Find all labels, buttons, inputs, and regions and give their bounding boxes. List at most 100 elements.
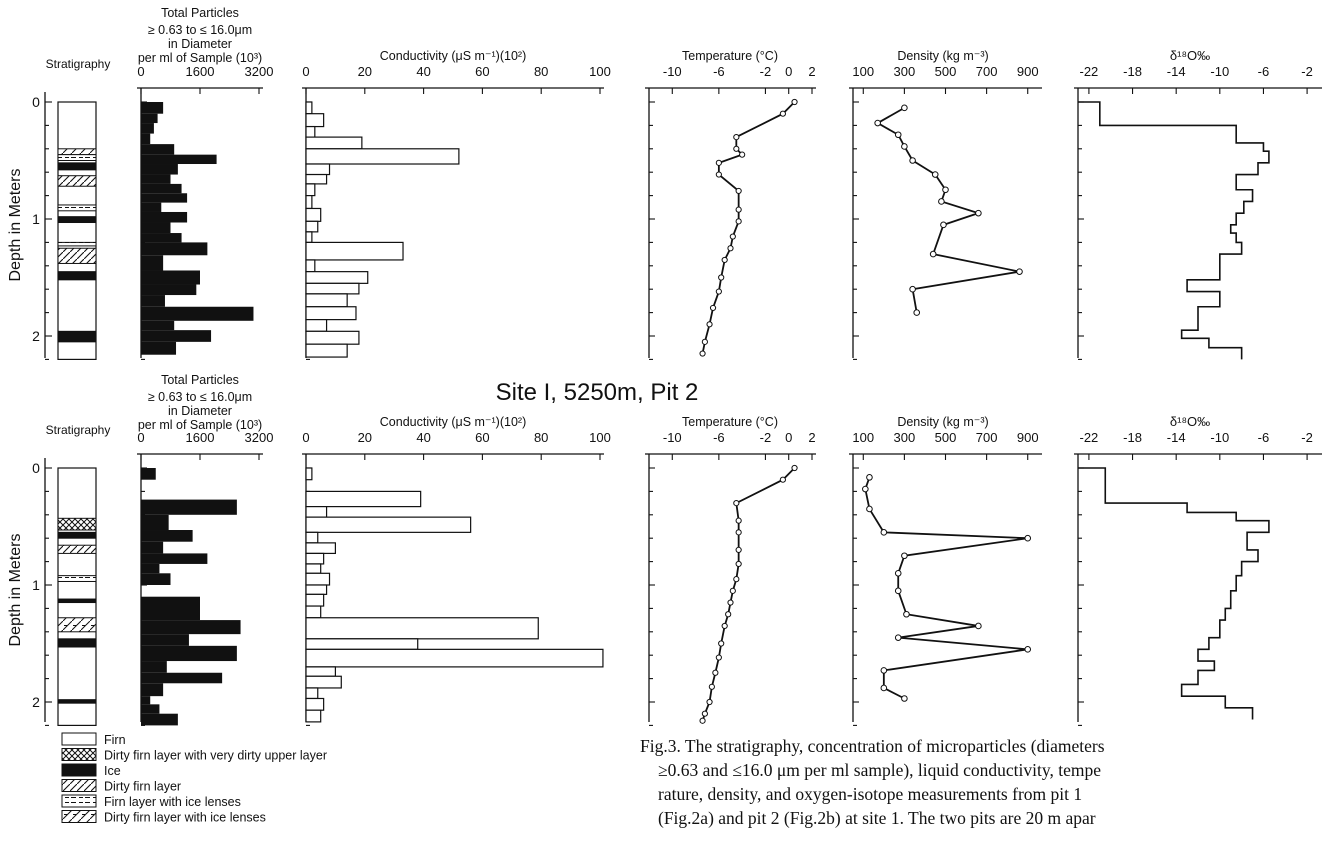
particles-bar	[141, 341, 177, 355]
temperature-point	[725, 611, 732, 618]
conductivity-bar	[305, 220, 319, 233]
temperature-point	[709, 304, 717, 312]
conductivity-title: Conductivity (μS m⁻¹)(10²)	[380, 49, 526, 63]
conductivity-bar	[305, 531, 319, 544]
density-title: Density (kg m⁻³)	[897, 49, 988, 63]
particles-bar	[141, 330, 212, 342]
stratigraphy-column: Stratigraphy	[46, 423, 110, 726]
stratigraphy-layer-ice	[57, 638, 97, 648]
particles-bar	[141, 242, 208, 256]
conductivity-bar	[305, 675, 342, 689]
particles-bar	[141, 696, 151, 705]
depth-axis: 0 1 2 Depth in Meters	[7, 92, 52, 360]
conductivity-bar	[305, 330, 360, 345]
conductivity-bar	[305, 241, 404, 261]
conductivity-bar	[305, 293, 348, 308]
stratigraphy-legend: Firn Dirty firn layer with very dirty upp…	[61, 732, 327, 825]
particles-tick-label: 3200	[245, 430, 274, 445]
particles-bar	[141, 620, 241, 635]
density-point	[1016, 268, 1023, 275]
particles-bar	[141, 553, 208, 564]
temperature-point	[706, 698, 713, 706]
temperature-line	[701, 467, 796, 722]
temperature-point	[791, 98, 798, 106]
legend-swatch-lenses	[61, 794, 97, 808]
particles-bar	[141, 174, 171, 184]
isotope-plot: δ¹⁸O‰ -22 -18 -14 -10 -6 -2	[1074, 48, 1322, 360]
conductivity-tick-label: 60	[475, 64, 489, 79]
particles-bar	[141, 183, 182, 194]
temperature-point	[701, 338, 708, 345]
conductivity-bar	[305, 605, 322, 619]
legend-label: Firn layer with ice lenses	[104, 795, 241, 809]
density-point	[880, 529, 888, 536]
density-tick-label: 700	[976, 430, 998, 445]
temperature-point	[779, 110, 786, 117]
temperature-tick-label: -6	[713, 430, 725, 445]
conductivity-bar	[305, 306, 357, 321]
particles-title-line: Total Particles	[161, 373, 239, 387]
depth-axis-label: Depth in Meters	[7, 169, 24, 282]
caption-line: ≥0.63 and ≤16.0 μm per ml sample), liqui…	[658, 760, 1101, 780]
density-tick-label: 500	[935, 430, 957, 445]
particles-bar	[141, 211, 188, 223]
conductivity-bar	[305, 552, 325, 565]
legend-label: Ice	[104, 764, 121, 778]
conductivity-bar	[305, 207, 322, 222]
legend-label: Dirty firn layer with very dirty upper l…	[104, 749, 327, 763]
temperature-point	[715, 159, 722, 166]
density-point	[894, 587, 902, 595]
isotope-tick-label: -6	[1258, 430, 1270, 445]
density-point	[880, 667, 888, 674]
conductivity-bar	[305, 617, 539, 640]
temperature-plot: Temperature (°C)-10 -6 -2 0 2	[645, 415, 816, 726]
temperature-point	[735, 517, 742, 524]
density-point	[909, 285, 916, 293]
isotope-title: δ¹⁸O‰	[1170, 414, 1210, 429]
density-point	[894, 131, 902, 139]
depth-tick-label: 2	[32, 694, 40, 710]
temperature-point	[735, 560, 742, 568]
stratigraphy-layer-ice	[57, 598, 97, 604]
density-point	[874, 119, 881, 127]
temperature-tick-label: 0	[785, 430, 792, 445]
density-tick-label: 700	[976, 64, 998, 79]
temperature-point	[715, 654, 722, 661]
stratigraphy-layer-dirty	[57, 544, 97, 554]
temperature-point	[727, 245, 734, 252]
stratigraphy-layer-ice	[57, 330, 97, 343]
density-point	[1024, 534, 1032, 542]
temperature-point	[715, 171, 722, 178]
conductivity-tick-label: 60	[475, 430, 489, 445]
particles-bar	[141, 102, 164, 114]
stratigraphy-layer-ice	[57, 216, 97, 224]
density-point	[938, 198, 945, 205]
stratigraphy-layer-ice	[57, 162, 97, 171]
stratigraphy-column: Stratigraphy	[46, 57, 110, 360]
stratigraphy-frame	[57, 467, 97, 726]
density-title: Density (kg m⁻³)	[897, 415, 988, 429]
conductivity-bar	[305, 319, 328, 332]
stratigraphy-layer-lenses	[57, 575, 97, 582]
particles-tick-label: 3200	[245, 64, 274, 79]
conductivity-bar	[305, 231, 313, 243]
temperature-point	[791, 464, 798, 472]
isotope-tick-label: -18	[1123, 64, 1142, 79]
conductivity-bar	[305, 173, 328, 185]
temperature-point	[708, 683, 715, 690]
temperature-point	[733, 576, 740, 583]
temperature-point	[735, 187, 742, 195]
conductivity-bar	[305, 101, 313, 115]
particles-bar	[141, 306, 254, 321]
conductivity-tick-label: 100	[589, 430, 611, 445]
isotope-step-line	[1078, 467, 1270, 720]
conductivity-bar	[305, 136, 363, 150]
isotope-title: δ¹⁸O‰	[1170, 48, 1210, 63]
conductivity-bar	[305, 542, 336, 555]
conductivity-bar	[305, 490, 422, 508]
particles-bar	[141, 270, 200, 285]
density-tick-label: 300	[894, 430, 916, 445]
temperature-line	[701, 101, 796, 354]
density-point	[940, 221, 947, 229]
